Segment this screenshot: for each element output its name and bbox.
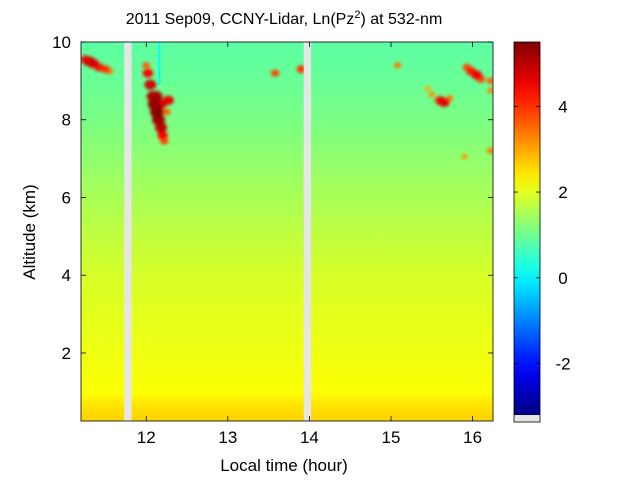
cloud-features xyxy=(81,55,493,160)
y-tick-label: 4 xyxy=(62,266,71,285)
colorbar-nodata-swatch xyxy=(514,415,540,422)
cloud-feature xyxy=(142,61,151,69)
y-tick-label: 2 xyxy=(62,344,71,363)
y-axis-label: Altitude (km) xyxy=(20,184,39,279)
colorbar-frame xyxy=(513,41,541,423)
x-axis: 12 13 14 15 16 xyxy=(137,42,482,447)
cloud-feature xyxy=(83,56,96,67)
cloud-feature xyxy=(428,91,436,98)
cloud-feature xyxy=(157,130,168,140)
colorbar-ticks: -2 0 2 4 xyxy=(514,97,571,374)
colorbar-scale xyxy=(514,42,540,415)
cloud-feature xyxy=(461,154,468,160)
y-tick-label: 8 xyxy=(62,111,71,130)
colorbar: -2 0 2 4 xyxy=(513,41,571,423)
y-tick-label: 6 xyxy=(62,188,71,207)
cloud-feature xyxy=(162,108,171,116)
cloud-feature xyxy=(486,147,493,154)
x-tick-label: 12 xyxy=(137,428,156,447)
colorbar-tick-label: -2 xyxy=(555,355,570,374)
x-tick-label: 16 xyxy=(463,428,482,447)
x-tick-label: 15 xyxy=(382,428,401,447)
chart-title-text: 2011 Sep09, CCNY-Lidar, Ln(Pz2) at 532-n… xyxy=(126,9,443,28)
cloud-feature xyxy=(144,79,157,90)
colorbar-tick-label: 4 xyxy=(558,97,567,116)
cloud-feature xyxy=(486,77,493,85)
cloud-feature xyxy=(424,86,431,92)
y-axis: 2 4 6 8 10 xyxy=(52,33,493,363)
data-gap xyxy=(303,42,312,421)
cloud-feature xyxy=(296,65,306,74)
x-axis-label: Local time (hour) xyxy=(220,456,348,475)
colorbar-tick-label: 0 xyxy=(558,269,567,288)
plot-frame xyxy=(80,41,494,422)
x-tick-label: 13 xyxy=(218,428,237,447)
cloud-feature xyxy=(150,106,164,118)
chart-title: 2011 Sep09, CCNY-Lidar, Ln(Pz2) at 532-n… xyxy=(126,9,443,28)
plot-area xyxy=(81,42,493,421)
backscatter-field xyxy=(81,42,493,421)
cloud-feature xyxy=(471,70,483,80)
x-tick-label: 14 xyxy=(300,428,319,447)
data-gaps xyxy=(124,42,312,421)
cloud-feature xyxy=(270,69,280,77)
cloud-feature xyxy=(142,68,154,78)
y-tick-label: 10 xyxy=(52,33,71,52)
colorbar-tick-label: 2 xyxy=(558,183,567,202)
cloud-feature xyxy=(438,97,450,107)
data-gap xyxy=(124,42,132,421)
cloud-feature xyxy=(393,62,402,69)
cloud-feature xyxy=(487,87,493,94)
